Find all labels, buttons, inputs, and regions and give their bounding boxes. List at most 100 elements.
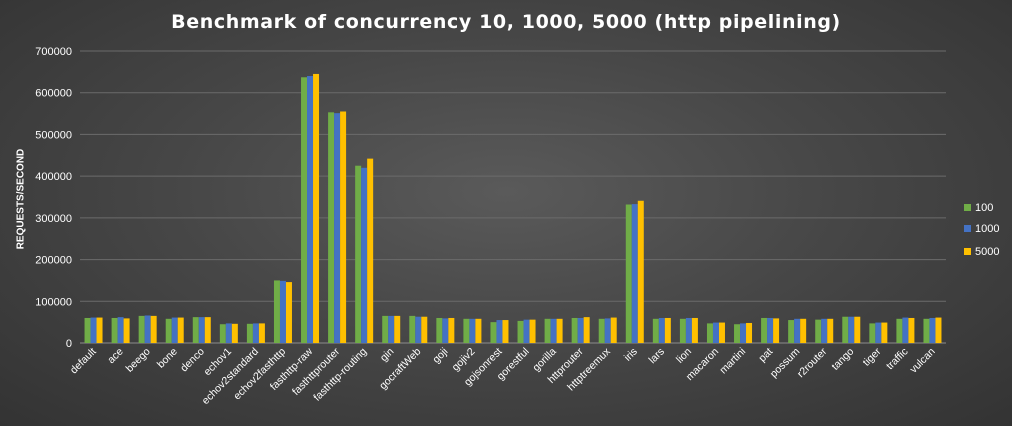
y-tick-label: 100000 — [35, 296, 72, 308]
bar-100 — [301, 77, 308, 343]
y-tick-label: 600000 — [35, 88, 72, 100]
bar-100 — [923, 318, 930, 343]
x-tick-label: traffic — [884, 346, 911, 373]
bar-5000 — [258, 323, 265, 343]
bar-100 — [463, 318, 470, 343]
bar-5000 — [664, 317, 671, 343]
legend-swatch — [964, 225, 971, 232]
bar-1000 — [550, 318, 557, 343]
bar-1000 — [604, 318, 611, 343]
bar-1000 — [279, 280, 286, 343]
bar-100 — [869, 323, 876, 343]
bar-5000 — [204, 317, 211, 343]
legend-swatch — [964, 248, 971, 255]
bar-100 — [544, 318, 551, 343]
bar-5000 — [935, 317, 942, 343]
bar-100 — [706, 323, 713, 343]
bar-1000 — [577, 317, 584, 343]
bar-5000 — [231, 323, 238, 343]
bar-100 — [517, 320, 524, 343]
legend-label: 5000 — [975, 246, 999, 258]
bar-5000 — [150, 315, 157, 343]
x-tick-label: goji — [430, 346, 450, 366]
bar-1000 — [225, 323, 232, 343]
y-tick-label: 300000 — [35, 213, 72, 225]
bar-1000 — [90, 317, 97, 343]
x-tick-label: tango — [829, 346, 856, 373]
bar-5000 — [773, 318, 780, 343]
bar-1000 — [415, 316, 422, 343]
bar-1000 — [685, 317, 692, 343]
bar-5000 — [556, 318, 563, 343]
x-tick-label: r2router — [795, 345, 830, 380]
bar-100 — [490, 322, 497, 343]
x-tick-label: default — [68, 346, 99, 377]
bar-100 — [598, 318, 605, 343]
x-tick-label: ace — [105, 346, 126, 367]
bar-100 — [84, 317, 91, 343]
bar-100 — [679, 318, 686, 343]
bar-1000 — [117, 317, 124, 343]
bar-1000 — [740, 323, 747, 343]
chart-title: Benchmark of concurrency 10, 1000, 5000 … — [171, 11, 841, 33]
bar-5000 — [637, 200, 644, 343]
bar-5000 — [123, 318, 130, 343]
x-tick-label: gin — [378, 346, 397, 365]
bar-100 — [788, 320, 795, 343]
bar-100 — [436, 317, 443, 343]
bar-5000 — [313, 73, 320, 343]
bar-5000 — [367, 158, 374, 343]
x-tick-label: martini — [717, 346, 748, 377]
x-tick-label: lars — [647, 346, 667, 366]
bar-100 — [328, 112, 335, 343]
bar-5000 — [448, 317, 455, 343]
bar-1000 — [496, 320, 503, 343]
bar-1000 — [848, 316, 855, 343]
bar-100 — [409, 315, 416, 343]
bar-1000 — [144, 315, 151, 343]
bar-1000 — [198, 317, 205, 343]
x-tick-label: bone — [155, 346, 180, 371]
bar-5000 — [529, 319, 536, 343]
bar-1000 — [631, 204, 638, 343]
bar-100 — [165, 318, 172, 343]
x-tick-label: vulcan — [908, 346, 938, 376]
bar-1000 — [307, 76, 314, 344]
legend-label: 1000 — [975, 223, 999, 235]
bar-5000 — [96, 317, 103, 343]
bar-1000 — [361, 167, 368, 343]
bar-5000 — [854, 316, 861, 343]
bar-5000 — [881, 322, 888, 343]
bar-1000 — [821, 318, 828, 343]
bar-100 — [896, 318, 903, 343]
x-tick-label: beego — [124, 346, 153, 375]
bar-5000 — [827, 318, 834, 343]
bar-1000 — [334, 113, 341, 343]
bar-100 — [138, 315, 145, 343]
bar-5000 — [177, 317, 184, 343]
y-tick-label: 0 — [66, 338, 72, 350]
bar-100 — [355, 165, 362, 343]
bar-1000 — [929, 317, 936, 343]
y-tick-label: 400000 — [35, 171, 72, 183]
bar-5000 — [394, 315, 401, 343]
y-tick-label: 200000 — [35, 255, 72, 267]
bar-100 — [192, 317, 199, 343]
bar-1000 — [767, 317, 774, 343]
bar-1000 — [388, 315, 395, 343]
bar-100 — [111, 317, 118, 343]
x-tick-label: pat — [756, 346, 775, 365]
bar-100 — [273, 280, 280, 343]
bar-1000 — [171, 317, 178, 343]
x-tick-label: tiger — [861, 345, 884, 368]
bar-1000 — [902, 317, 909, 343]
legend-label: 100 — [975, 202, 993, 214]
bar-1000 — [523, 319, 530, 343]
bar-1000 — [794, 318, 801, 343]
bar-5000 — [908, 317, 915, 343]
bar-5000 — [718, 322, 725, 343]
bar-1000 — [712, 322, 719, 343]
x-tick-label: iris — [622, 346, 640, 364]
